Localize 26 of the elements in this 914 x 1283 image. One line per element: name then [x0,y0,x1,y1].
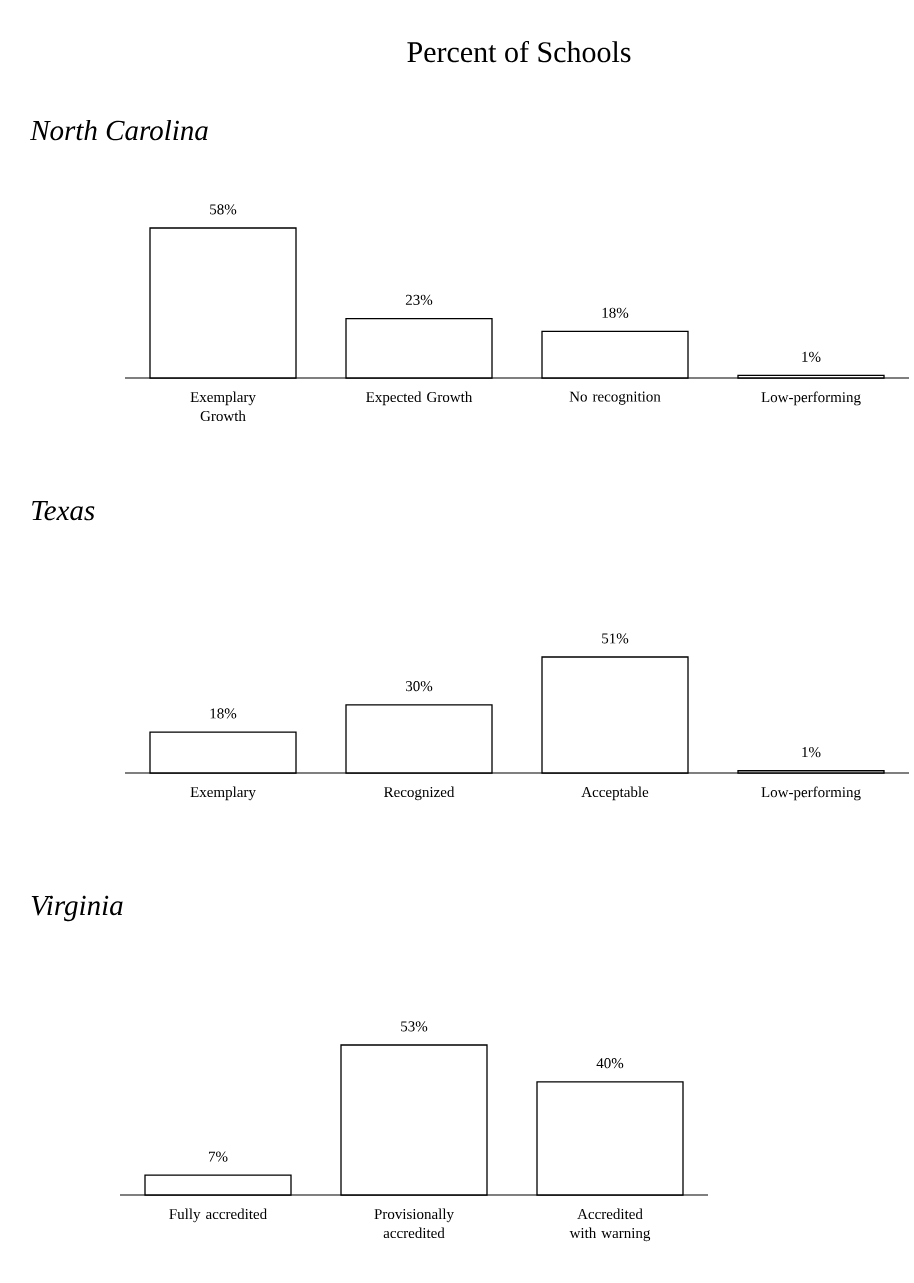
x-tick-label: Exemplary [190,786,256,801]
x-tick-label: Fully accredited [169,1208,267,1223]
data-label: 51% [602,633,629,644]
data-label: 23% [405,294,433,305]
chart-subtitle: North Carolina [29,119,208,141]
data-label: 1% [802,351,821,362]
x-tick-label: Low-performing [761,391,861,406]
x-tick-label: Low-performing [761,786,861,801]
chart-subtitle: Texas [32,501,95,521]
data-label: 30% [405,681,433,692]
chart-title: Percent of Schools [407,40,631,63]
x-tick-label: Exemplary Growth [190,391,256,422]
data-label: 1% [802,747,821,758]
x-tick-label: No recognition [569,391,661,405]
data-label: 7% [208,1151,228,1162]
x-tick-label: Expected Growth [366,391,473,406]
x-tick-label: Acceptable [581,786,649,801]
data-label: 40% [596,1058,624,1069]
data-label: 18% [210,708,237,719]
x-tick-label: Accredited with warning [569,1208,651,1242]
data-label: 58% [210,204,237,215]
data-label: 18% [602,307,629,318]
data-label: 53% [401,1021,428,1032]
x-tick-label: Recognized [384,786,455,801]
chart-subtitle: Virginia [31,895,123,922]
x-tick-label: Provisionally accredited [374,1208,454,1239]
